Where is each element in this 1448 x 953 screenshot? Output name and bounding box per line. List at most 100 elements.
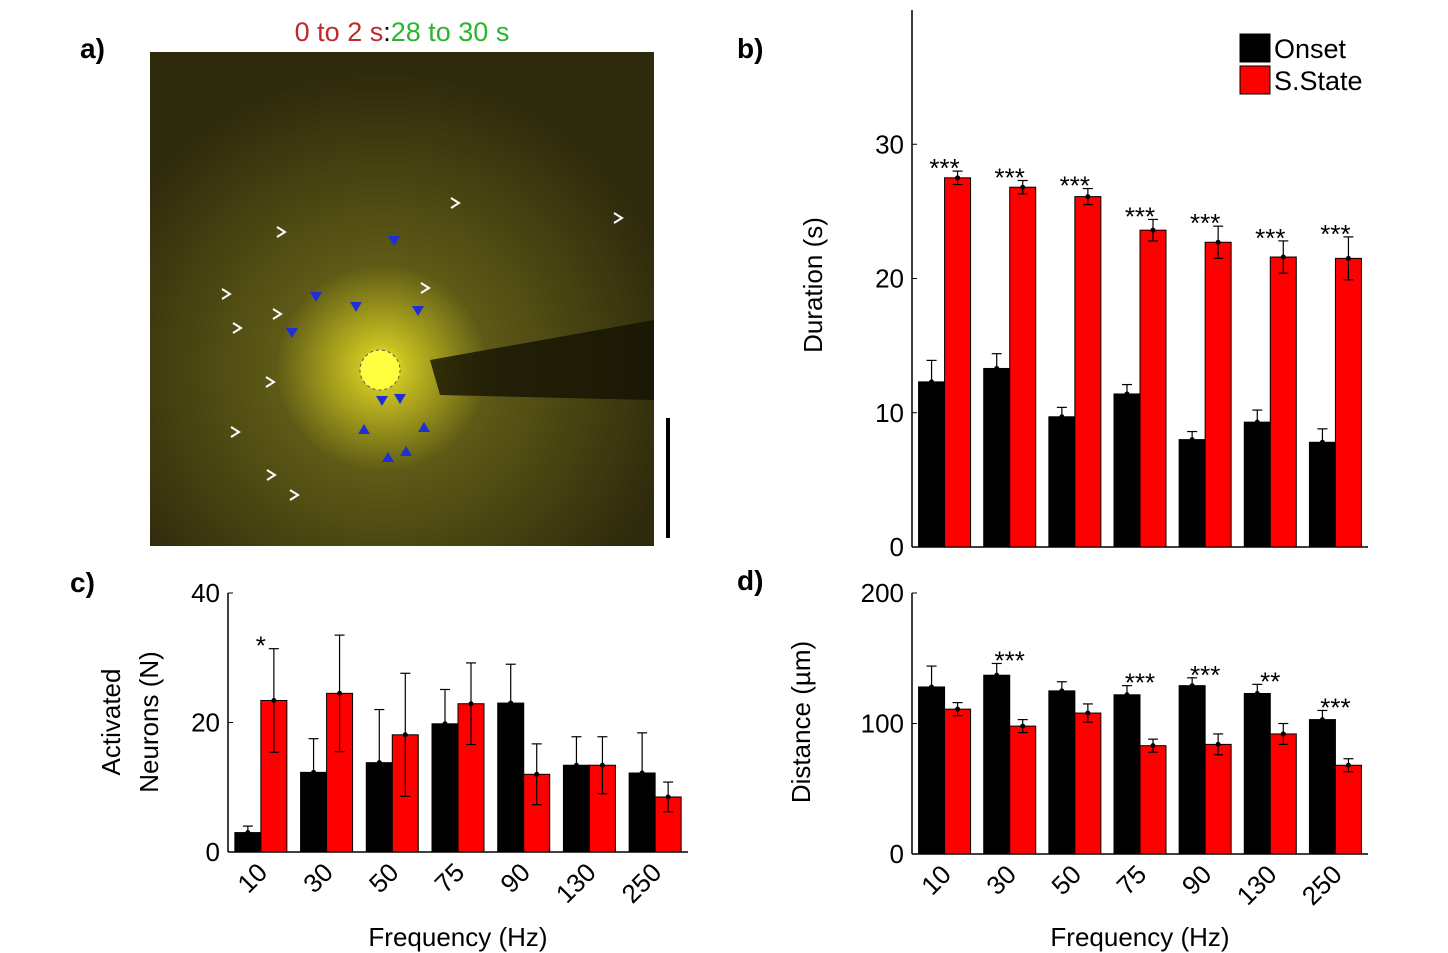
mean-dot	[337, 690, 343, 696]
mean-dot	[1124, 692, 1130, 698]
x-tick-label: 250	[1296, 859, 1348, 911]
y-tick-label: 20	[191, 708, 220, 738]
x-tick-label: 75	[1111, 859, 1153, 901]
x-axis-label: Frequency (Hz)	[368, 922, 547, 952]
mean-dot	[508, 700, 514, 706]
blue-markers	[286, 236, 430, 462]
mean-dot	[1124, 391, 1130, 397]
bar	[1334, 257, 1362, 548]
panel-label: b)	[737, 33, 763, 64]
electrode-shadow	[430, 320, 654, 400]
mean-dot	[245, 830, 251, 836]
y-tick-label: 0	[206, 837, 220, 867]
mean-dot	[1345, 255, 1351, 261]
bar	[1269, 256, 1297, 548]
bar	[1308, 441, 1336, 548]
significance: ***	[1125, 668, 1155, 698]
mean-dot	[1020, 723, 1026, 729]
bar	[1243, 692, 1271, 855]
significance: ***	[929, 153, 959, 183]
bar	[944, 177, 972, 548]
mean-dot	[1254, 690, 1260, 696]
bar	[1113, 393, 1141, 548]
mean-dot	[1059, 414, 1065, 420]
significance: ***	[1190, 660, 1220, 690]
bar	[1204, 743, 1232, 855]
bar	[944, 708, 972, 855]
significance: **	[1260, 666, 1280, 696]
mean-dot	[1254, 419, 1260, 425]
x-tick-label: 30	[297, 857, 339, 899]
mean-dot	[599, 762, 605, 768]
mean-dot	[1345, 762, 1351, 768]
x-tick-label: 90	[1176, 859, 1218, 901]
significance: ***	[1320, 219, 1350, 249]
mean-dot	[929, 684, 935, 690]
mean-dot	[1319, 717, 1325, 723]
y-tick-label: 40	[191, 578, 220, 608]
bar	[1334, 764, 1362, 855]
mean-dot	[1215, 741, 1221, 747]
mean-dot	[955, 706, 961, 712]
legend-swatch	[1239, 65, 1271, 95]
mean-dot	[442, 721, 448, 727]
mean-dot	[1059, 688, 1065, 694]
y-tick-label: 200	[861, 578, 904, 608]
bar	[1074, 196, 1102, 548]
bar	[918, 686, 946, 855]
mean-dot	[573, 762, 579, 768]
mean-dot	[955, 175, 961, 181]
y-tick-label: 0	[890, 839, 904, 869]
mean-dot	[311, 769, 317, 775]
mean-dot	[1189, 683, 1195, 689]
x-tick-label: 10	[231, 857, 273, 899]
significance: ***	[995, 162, 1025, 192]
bar	[1113, 694, 1141, 855]
mean-dot	[1020, 184, 1026, 190]
bar	[983, 674, 1011, 855]
mean-dot	[271, 697, 277, 703]
significance: ***	[1060, 171, 1090, 201]
x-tick-label: 130	[1231, 859, 1283, 911]
x-tick-label: 90	[494, 857, 536, 899]
title-part: :	[383, 17, 391, 47]
legend-label: Onset	[1274, 34, 1347, 64]
y-tick-label: 0	[890, 532, 904, 562]
bar	[983, 367, 1011, 548]
bar	[1009, 186, 1037, 548]
significance: ***	[1125, 201, 1155, 231]
micrograph	[150, 52, 654, 546]
panel-label: d)	[737, 565, 763, 596]
significance: ***	[1320, 692, 1350, 722]
significance: ***	[995, 645, 1025, 675]
mean-dot	[1280, 254, 1286, 260]
bar	[1048, 416, 1076, 548]
bar	[1009, 725, 1037, 855]
bar	[1178, 439, 1206, 548]
y-tick-label: 20	[875, 264, 904, 294]
mean-dot	[1085, 710, 1091, 716]
x-tick-label: 130	[550, 857, 602, 909]
x-tick-label: 250	[615, 857, 667, 909]
mean-dot	[1319, 439, 1325, 445]
x-tick-label: 10	[915, 859, 957, 901]
mean-dot	[1215, 239, 1221, 245]
bar	[1178, 685, 1206, 855]
title-part: 0 to 2 s	[295, 17, 384, 47]
x-tick-label: 50	[363, 857, 405, 899]
image-title: 0 to 2 s:28 to 30 s	[295, 17, 510, 47]
mean-dot	[534, 771, 540, 777]
mean-dot	[665, 794, 671, 800]
image-panel: a) 0 to 2 s:28 to 30 s	[80, 17, 670, 546]
bar	[1139, 745, 1167, 855]
bar	[1243, 421, 1271, 548]
x-tick-label: 75	[429, 857, 471, 899]
bar	[1269, 733, 1297, 855]
bar	[918, 381, 946, 548]
significance: ***	[1255, 223, 1285, 253]
x-tick-label: 50	[1045, 859, 1087, 901]
y-tick-label: 30	[875, 129, 904, 159]
y-axis-label: Distance (µm)	[786, 641, 816, 803]
bar	[1204, 241, 1232, 548]
